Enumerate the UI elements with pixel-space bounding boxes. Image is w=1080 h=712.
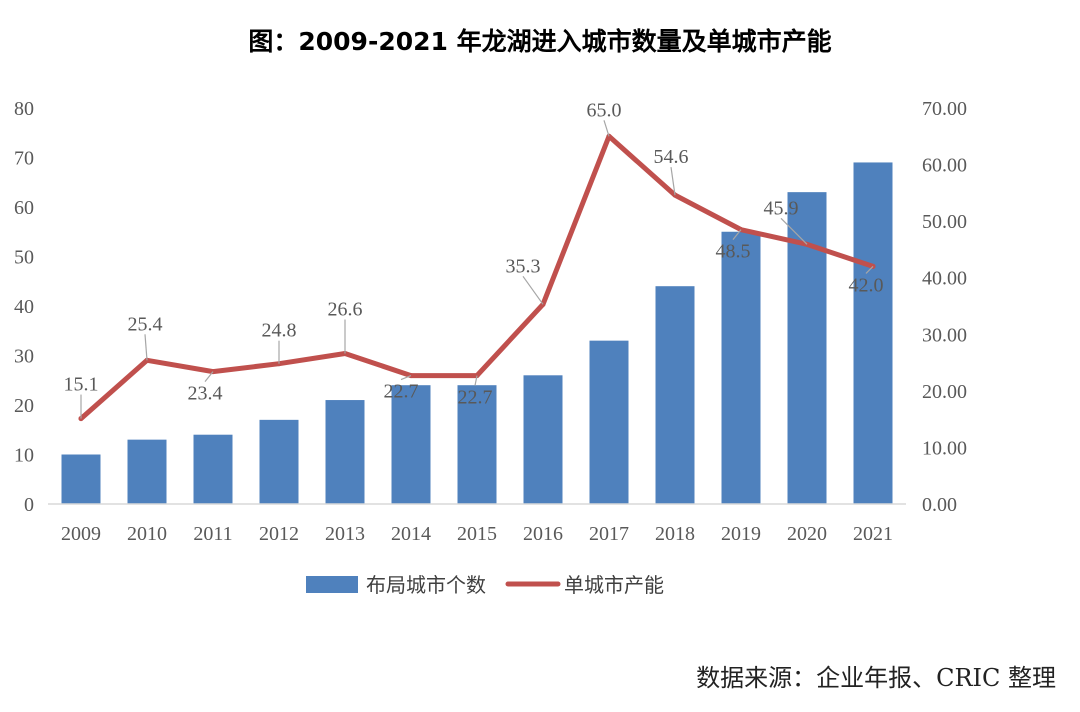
x-axis: 2009 2010 2011 2012 2013 2014 2015 2016 2017 2018… bbox=[61, 523, 893, 545]
left-tick-label: 20 bbox=[14, 395, 34, 417]
left-tick-label: 0 bbox=[24, 494, 34, 516]
legend-bar-label: 布局城市个数 bbox=[366, 573, 486, 597]
label-leader-line bbox=[474, 375, 478, 386]
right-tick-label: 70.00 bbox=[922, 98, 967, 120]
left-tick-label: 80 bbox=[14, 98, 34, 120]
right-tick-label: 20.00 bbox=[922, 381, 967, 403]
data-label-2017: 65.0 bbox=[587, 99, 622, 121]
label-leader-line bbox=[670, 167, 676, 196]
x-tick-label: 2015 bbox=[457, 523, 497, 545]
left-tick-label: 40 bbox=[14, 296, 34, 318]
data-label-2015: 22.7 bbox=[458, 387, 493, 409]
label-leader-line bbox=[522, 275, 544, 305]
bar-2009 bbox=[61, 454, 101, 504]
data-label-2014: 22.7 bbox=[384, 381, 419, 403]
left-tick-label: 70 bbox=[14, 148, 34, 170]
label-leader-line bbox=[732, 229, 742, 241]
bar-2011 bbox=[193, 434, 233, 504]
x-tick-label: 2017 bbox=[589, 523, 629, 545]
data-label-2020: 45.9 bbox=[764, 197, 799, 219]
data-label-2009: 15.1 bbox=[64, 374, 99, 396]
chart-title: 图：2009-2021 年龙湖进入城市数量及单城市产能 bbox=[248, 27, 832, 56]
x-tick-label: 2012 bbox=[259, 523, 299, 545]
data-label-2019: 48.5 bbox=[716, 241, 751, 263]
bar-series bbox=[61, 162, 893, 504]
left-y-axis: 0 10 20 30 40 50 60 70 80 bbox=[14, 98, 34, 516]
bar-2018 bbox=[655, 286, 695, 504]
label-leader-line bbox=[204, 371, 214, 382]
right-y-axis: 0.00 10.00 20.00 30.00 40.00 50.00 60.00 70.00 bbox=[922, 98, 967, 516]
data-label-2018: 54.6 bbox=[654, 146, 689, 168]
label-leader-line bbox=[865, 265, 874, 274]
x-tick-label: 2018 bbox=[655, 523, 695, 545]
x-tick-label: 2010 bbox=[127, 523, 167, 545]
x-tick-label: 2009 bbox=[61, 523, 101, 545]
bar-2010 bbox=[127, 439, 167, 504]
right-tick-label: 10.00 bbox=[922, 437, 967, 459]
x-tick-label: 2011 bbox=[193, 523, 232, 545]
x-tick-label: 2021 bbox=[853, 523, 893, 545]
data-label-2011: 23.4 bbox=[188, 383, 223, 405]
label-leader-line bbox=[780, 217, 808, 245]
source-note: 数据来源：企业年报、CRIC 整理 bbox=[696, 664, 1056, 692]
bar-2019 bbox=[721, 231, 761, 504]
right-tick-label: 0.00 bbox=[922, 494, 957, 516]
label-leader-line bbox=[603, 120, 610, 137]
bar-2012 bbox=[259, 419, 299, 504]
bar-2016 bbox=[523, 375, 563, 504]
x-tick-label: 2013 bbox=[325, 523, 365, 545]
bar-2021 bbox=[853, 162, 893, 504]
left-tick-label: 50 bbox=[14, 247, 34, 269]
data-label-2012: 24.8 bbox=[262, 320, 297, 342]
bar-2015 bbox=[457, 385, 497, 504]
data-label-2010: 25.4 bbox=[128, 313, 163, 335]
legend-line-label: 单城市产能 bbox=[564, 573, 664, 597]
legend: 布局城市个数 单城市产能 bbox=[306, 573, 664, 597]
x-tick-label: 2019 bbox=[721, 523, 761, 545]
line-data-labels: 15.1 25.4 23.4 24.8 26.6 22.7 22.7 35.3 65.0 54.6… bbox=[64, 99, 884, 419]
label-leader-line bbox=[400, 375, 412, 381]
left-tick-label: 10 bbox=[14, 445, 34, 467]
legend-bar-swatch bbox=[306, 576, 358, 593]
bar-2013 bbox=[325, 400, 365, 504]
left-tick-label: 60 bbox=[14, 197, 34, 219]
right-tick-label: 30.00 bbox=[922, 324, 967, 346]
bar-2014 bbox=[391, 385, 431, 504]
label-leader-line bbox=[144, 334, 148, 361]
x-tick-label: 2020 bbox=[787, 523, 827, 545]
x-tick-label: 2016 bbox=[523, 523, 563, 545]
data-label-2013: 26.6 bbox=[328, 299, 363, 321]
left-tick-label: 30 bbox=[14, 346, 34, 368]
data-label-2016: 35.3 bbox=[506, 255, 541, 277]
data-label-2021: 42.0 bbox=[849, 274, 884, 296]
x-tick-label: 2014 bbox=[391, 523, 431, 545]
bar-2017 bbox=[589, 340, 629, 504]
right-tick-label: 60.00 bbox=[922, 155, 967, 177]
right-tick-label: 50.00 bbox=[922, 211, 967, 233]
right-tick-label: 40.00 bbox=[922, 268, 967, 290]
